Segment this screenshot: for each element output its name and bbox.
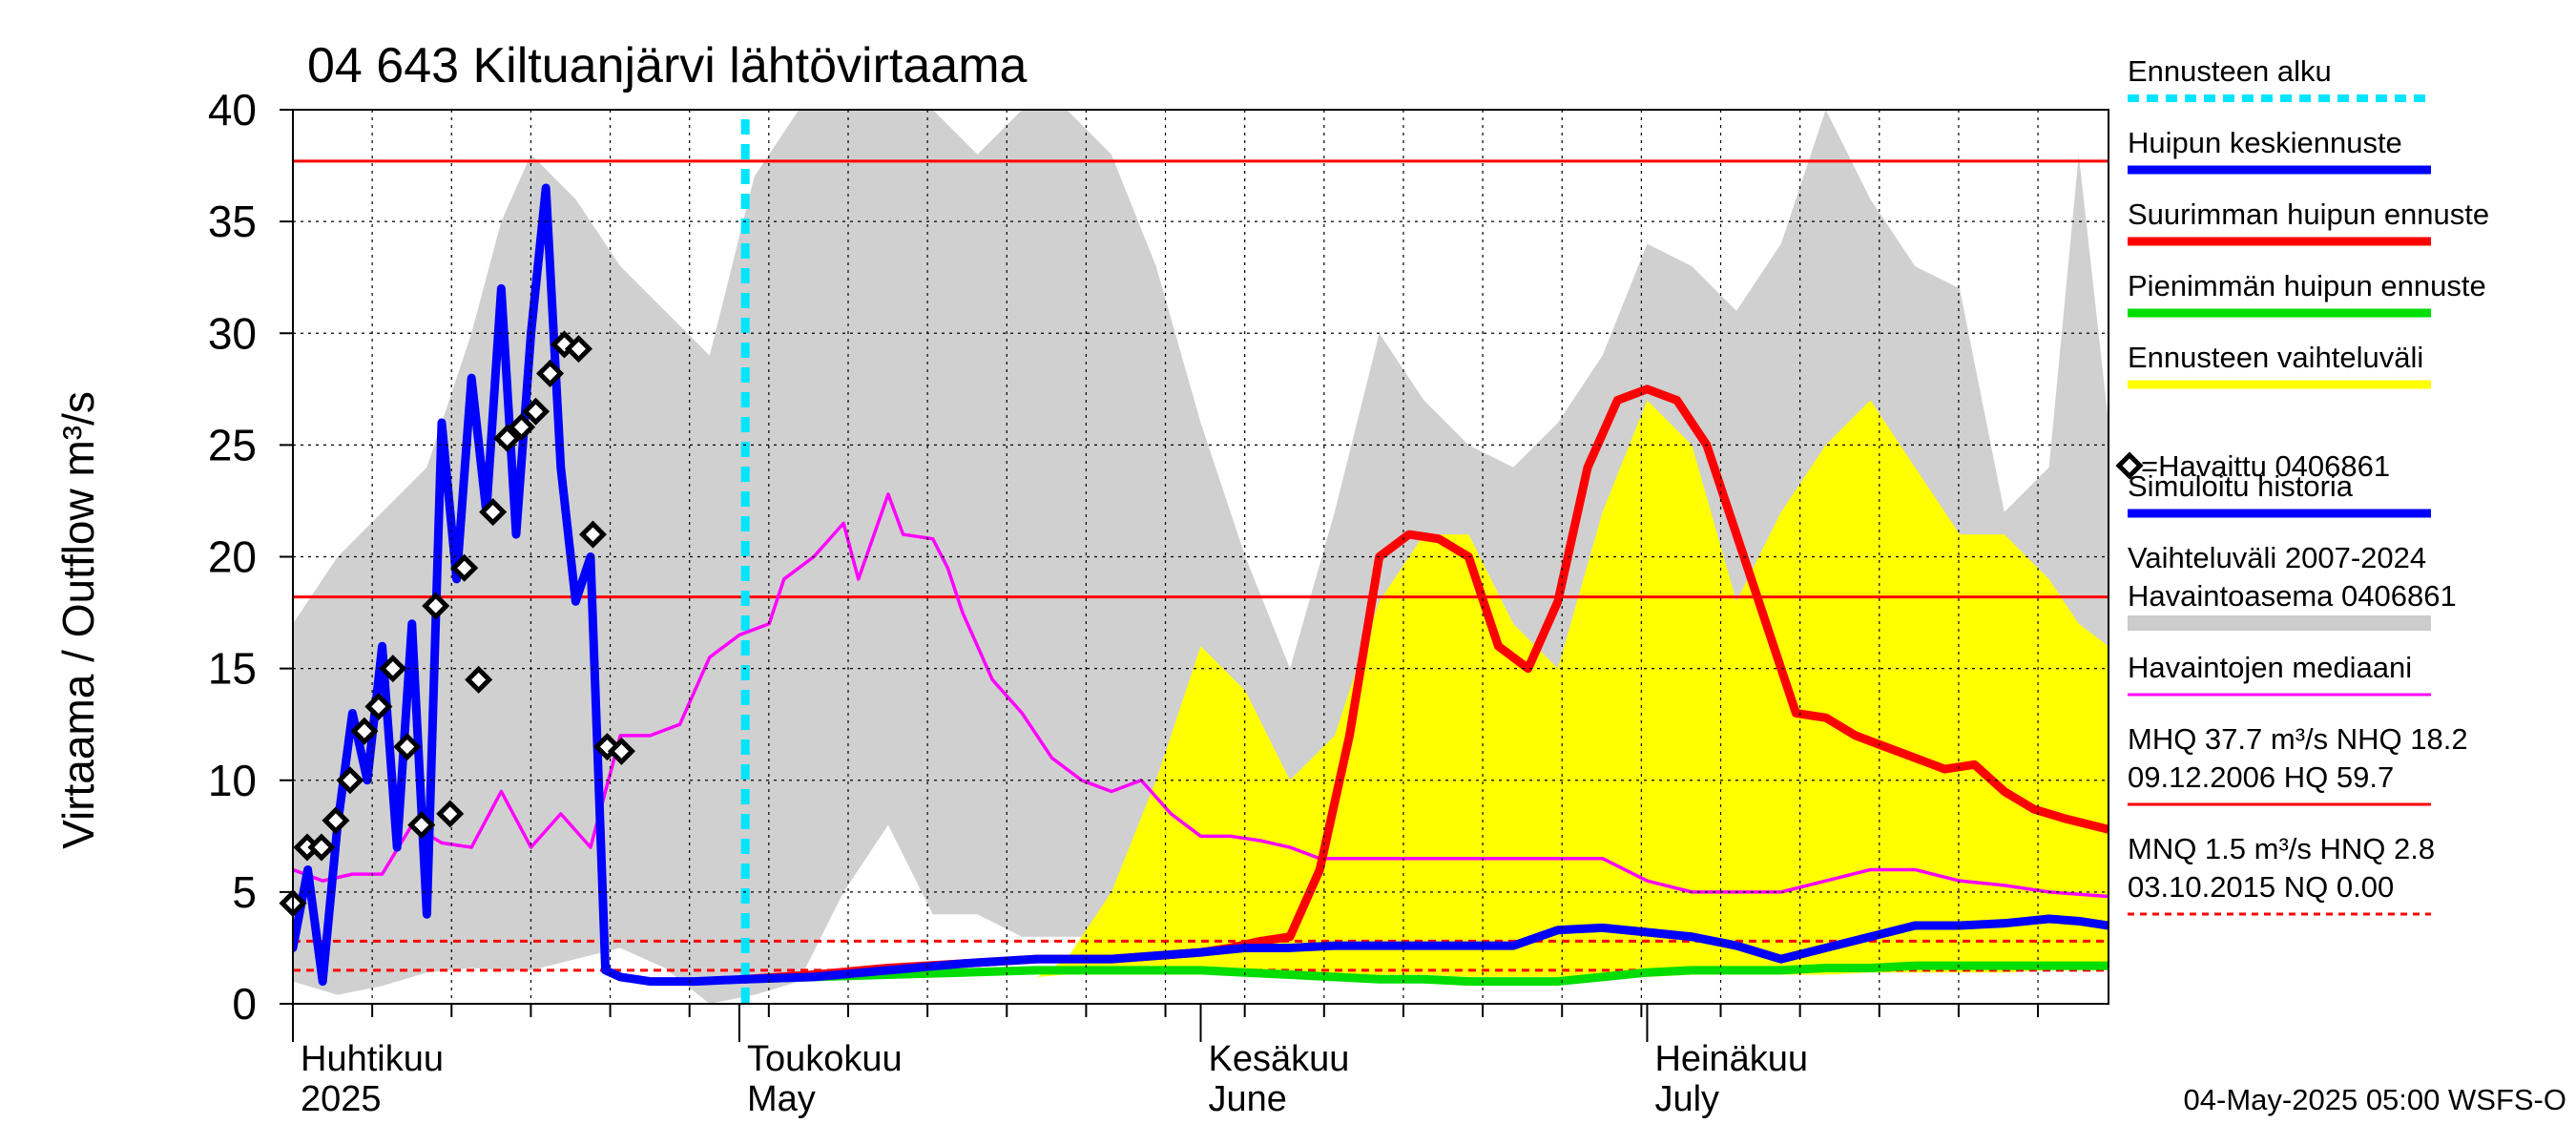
legend-label-2: Havaintoasema 0406861 [2128,579,2457,613]
y-tick-label: 5 [232,867,257,917]
legend-item-simuloitu-historia: Simuloitu historia [2128,469,2431,518]
legend-label: MHQ 37.7 m³/s NHQ 18.2 [2128,722,2468,756]
observed-point [536,359,565,387]
plot-area: 0510152025303540Huhtikuu2025ToukokuuMayK… [208,85,2109,1119]
observed-point [465,665,493,694]
legend-label: Havaintojen mediaani [2128,651,2412,684]
legend-item-ennusteen-alku: Ennusteen alku [2128,54,2431,102]
observed-point [479,498,508,527]
observed-point [450,553,479,582]
legend-label: =Havaittu 0406861 [2141,449,2390,483]
y-axis: 0 5 10 15 20 25 30 35 40 [208,85,293,1029]
series-line-pienimman-huipun-ennuste [740,961,2109,987]
legend-label: Ennusteen alku [2128,54,2332,88]
y-tick-label: 30 [208,308,257,358]
observed-point [564,335,593,364]
observed-point [607,737,635,765]
y-tick-label: 0 [232,979,257,1029]
month-label-en: 2025 [301,1079,382,1119]
observed-point [393,733,422,761]
series-line-huipun-keskiennuste [740,914,2109,984]
legend-item-havaittu-0406861: =Havaittu 0406861 [2115,449,2390,483]
legend-marker [2115,451,2144,480]
legend-item-vaihteluvali-2007-2024: Vaihteluväli 2007-2024 Havaintoasema 040… [2128,541,2457,631]
legend-item-havaintojen-mediaani: Havaintojen mediaani [2128,651,2431,697]
month-label-fi: Heinäkuu [1654,1039,1808,1079]
plot-clipped [293,110,2109,1004]
observed-point [307,833,336,862]
legend-label-2: 09.12.2006 HQ 59.7 [2128,760,2394,794]
y-tick-label: 20 [208,532,257,582]
observed-point [522,397,551,426]
month-label-fi: Kesäkuu [1209,1039,1350,1079]
forecast-range-band [745,400,2109,982]
y-tick-label: 40 [208,85,257,135]
observed-point [322,806,350,835]
month-label-en: June [1209,1079,1287,1119]
legend-label-2: 03.10.2015 NQ 0.00 [2128,870,2394,904]
observed-point [364,692,393,720]
legend-label: Huipun keskiennuste [2128,126,2402,159]
y-tick-label: 10 [208,756,257,805]
month-label-en: May [747,1079,816,1119]
legend-label: Ennusteen vaihteluväli [2128,341,2423,374]
legend-label: Vaihteluväli 2007-2024 [2128,541,2426,574]
y-tick-label: 35 [208,197,257,246]
legend-label: MNQ 1.5 m³/s HNQ 2.8 [2128,832,2435,865]
series-line-havaintojen-mediaani [293,492,2109,899]
series-line-simuloitu-historia [293,183,750,987]
legend: Ennusteen alku Huipun keskiennuste Suurimm… [2115,54,2489,916]
observed-point [379,655,407,683]
legend-item-pienimman-huipun-ennuste: Pienimmän huipun ennuste [2128,269,2486,318]
observed-point [422,592,450,620]
legend-label: Suurimman huipun ennuste [2128,198,2489,231]
observed-point [350,717,379,745]
chart-title: 04 643 Kiltuanjärvi lähtövirtaama [307,38,1028,94]
legend-label: Simuloitu historia [2128,469,2354,503]
observed-point [407,811,436,840]
legend-item-suurimman-huipun-ennuste: Suurimman huipun ennuste [2128,198,2489,246]
legend-item-mhq-37-7-m-s-nhq-18-2: MHQ 37.7 m³/s NHQ 18.2 09.12.2006 HQ 59.7 [2128,722,2468,806]
observed-point [436,800,465,828]
month-label-fi: Huhtikuu [301,1039,444,1079]
month-label-en: July [1654,1079,1719,1119]
observed-point [508,413,536,442]
month-label-fi: Toukokuu [747,1039,903,1079]
legend-item-mnq-1-5-m-s-hnq-2-8: MNQ 1.5 m³/s HNQ 2.8 03.10.2015 NQ 0.00 [2128,832,2435,916]
observed-point [578,520,607,549]
y-axis-label: Virtaama / Outflow m³/s [53,391,103,849]
legend-item-huipun-keskiennuste: Huipun keskiennuste [2128,126,2431,175]
observed-point [336,766,364,795]
legend-label: Pienimmän huipun ennuste [2128,269,2486,302]
y-tick-label: 15 [208,644,257,694]
timestamp-footer: 04-May-2025 05:00 WSFS-O [2184,1083,2566,1116]
legend-item-ennusteen-vaihteluvali: Ennusteen vaihteluväli [2128,341,2431,389]
y-tick-label: 25 [208,420,257,469]
observed-point [493,424,522,452]
observed-markers [279,330,635,918]
